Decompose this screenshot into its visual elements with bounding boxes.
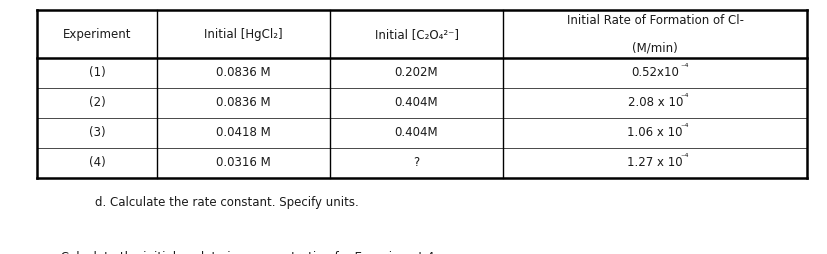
Text: 1.27 x 10: 1.27 x 10 (627, 156, 682, 169)
Text: Initial Rate of Formation of Cl-: Initial Rate of Formation of Cl- (566, 13, 743, 27)
Text: 0.0836 M: 0.0836 M (216, 96, 270, 109)
Text: ⁻⁴: ⁻⁴ (680, 93, 688, 102)
Text: e. Calculate the initial oxalate ion concentration for Experiment 4.: e. Calculate the initial oxalate ion con… (45, 251, 437, 254)
Text: (1): (1) (88, 66, 105, 80)
Text: 0.404M: 0.404M (394, 96, 437, 109)
Text: 1.06 x 10: 1.06 x 10 (627, 126, 682, 139)
Text: Experiment: Experiment (63, 27, 131, 41)
Text: 0.404M: 0.404M (394, 126, 437, 139)
Text: 2.08 x 10: 2.08 x 10 (627, 96, 682, 109)
Text: 0.0316 M: 0.0316 M (216, 156, 270, 169)
Text: (3): (3) (88, 126, 105, 139)
Text: 0.202M: 0.202M (394, 66, 437, 80)
Text: (4): (4) (88, 156, 105, 169)
Text: ⁻⁴: ⁻⁴ (680, 123, 688, 132)
Text: d. Calculate the rate constant. Specify units.: d. Calculate the rate constant. Specify … (95, 196, 359, 209)
Text: ⁻⁴: ⁻⁴ (680, 63, 688, 72)
Text: 0.0418 M: 0.0418 M (216, 126, 270, 139)
Text: ⁻⁴: ⁻⁴ (680, 153, 688, 162)
Text: ?: ? (413, 156, 419, 169)
Text: (2): (2) (88, 96, 105, 109)
Text: Initial [C₂O₄²⁻]: Initial [C₂O₄²⁻] (374, 27, 458, 41)
Text: Initial [HgCl₂]: Initial [HgCl₂] (203, 27, 282, 41)
Text: (M/min): (M/min) (632, 41, 677, 55)
Text: 0.0836 M: 0.0836 M (216, 66, 270, 80)
Text: 0.52x10: 0.52x10 (630, 66, 678, 80)
